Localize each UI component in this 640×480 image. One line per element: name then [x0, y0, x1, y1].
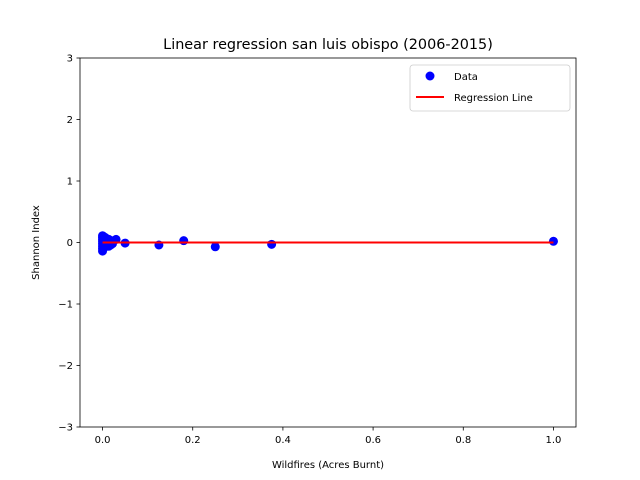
- chart-title: Linear regression san luis obispo (2006-…: [163, 37, 493, 53]
- legend-label-data: Data: [454, 72, 478, 83]
- series-layer: [98, 231, 558, 256]
- y-tick-label: −1: [58, 300, 73, 311]
- y-tick-label: −2: [58, 361, 73, 372]
- y-tick-label: 0: [67, 238, 73, 249]
- x-axis-label: Wildfires (Acres Burnt): [272, 460, 384, 471]
- data-point: [267, 239, 277, 249]
- axes-frame: [79, 57, 577, 428]
- y-tick-label: 2: [67, 115, 73, 126]
- y-tick-label: −3: [58, 423, 73, 434]
- legend-box: [409, 64, 571, 112]
- x-tick-label: 0.0: [95, 435, 111, 446]
- legend: Data Regression Line: [409, 64, 571, 112]
- data-point: [179, 236, 189, 246]
- x-tick-label: 0.8: [455, 435, 471, 446]
- legend-label-regression: Regression Line: [454, 93, 533, 104]
- x-tick-label: 0.2: [185, 435, 201, 446]
- x-tick-label: 0.4: [275, 435, 291, 446]
- y-tick-label: 3: [67, 54, 73, 65]
- x-tick-label: 1.0: [546, 435, 562, 446]
- x-tick-label: 0.6: [365, 435, 381, 446]
- data-point: [548, 236, 558, 246]
- y-axis-label: Shannon Index: [31, 205, 42, 280]
- legend-marker-data: [425, 71, 435, 81]
- x-axis: 0.0 0.2 0.4 0.6 0.8 1.0: [95, 427, 562, 446]
- data-point: [210, 242, 220, 252]
- y-axis: −3 −2 −1 0 1 2 3: [58, 54, 80, 434]
- y-tick-label: 1: [67, 177, 73, 188]
